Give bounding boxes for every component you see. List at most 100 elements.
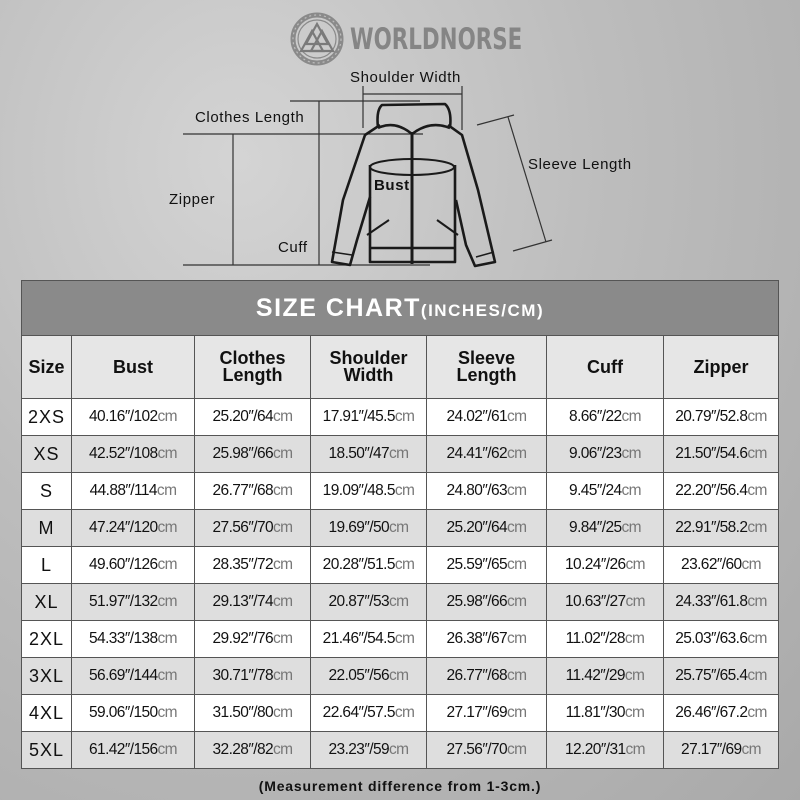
inch-value: 29.13 [212,593,249,610]
cm-value: 26 [609,556,626,573]
measurement-cell: 30.71″/78cm [194,657,311,695]
cm-unit: cm [272,408,293,425]
inch-value: 11.42 [565,667,601,684]
cm-unit: cm [272,704,293,721]
inch-mark: ″ [248,482,254,499]
inch-value: 25.20 [212,408,249,425]
cm-unit: cm [157,667,178,684]
separator: / [363,556,368,573]
inch-mark: ″ [125,482,131,499]
inch-value: 26.46 [675,704,711,721]
inch-mark: ″ [248,593,254,610]
inch-mark: ″ [710,704,716,721]
size-cell: XS [21,435,72,473]
cm-value: 23 [605,445,622,462]
inch-mark: ″ [124,556,130,573]
cm-unit: cm [624,704,645,721]
cm-unit: cm [157,704,178,721]
inch-mark: ″ [248,445,254,462]
cm-value: 45.5 [367,408,395,425]
inch-value: 54.33 [89,630,125,647]
inch-mark: ″ [600,704,606,721]
measurement-cell: 11.42″/29cm [546,657,664,695]
cm-value: 59 [372,741,390,758]
cm-value: 66 [490,593,508,610]
separator: / [721,556,726,573]
measurement-note: (Measurement difference from 1-3cm.) [258,778,542,794]
cm-unit: cm [157,741,178,758]
inch-value: 59.06 [89,704,125,721]
table-row: XS 42.52″/108cm 25.98″/66cm 18.50″/47cm 24.4… [21,435,780,473]
cm-unit: cm [506,704,527,721]
cm-unit: cm [272,519,293,536]
measurement-lines [183,86,553,266]
inch-mark: ″ [710,630,716,647]
separator: / [605,704,609,721]
cm-unit: cm [157,593,178,610]
separator: / [715,704,720,721]
inch-value: 11.81 [565,704,601,721]
column-header-zipper: Zipper [662,335,780,399]
measurement-cell: 26.46″/67.2cm [662,694,780,732]
inch-value: 26.77 [446,667,483,684]
cm-unit: cm [621,445,641,462]
cm-value: 82 [256,741,274,758]
cm-value: 65 [490,556,508,573]
cm-value: 69 [725,741,742,758]
cm-value: 62 [490,445,508,462]
inch-mark: ″ [596,519,602,536]
table-body: 2XS 40.16″/102cm 25.20″/64cm 17.91″/45.5cm 2… [21,398,780,769]
separator: / [605,630,609,647]
separator: / [253,519,257,536]
cm-value: 48.5 [367,482,395,499]
inch-value: 10.24 [565,556,601,573]
inch-mark: ″ [358,704,364,721]
separator: / [253,556,257,573]
separator: / [369,741,373,758]
cm-unit: cm [621,408,641,425]
separator: / [487,741,491,758]
separator: / [715,519,720,536]
inch-value: 25.20 [446,519,483,536]
inch-value: 24.33 [675,593,711,610]
inch-value: 20.79 [675,408,711,425]
inch-mark: ″ [124,667,130,684]
column-header-bust: Bust [71,335,195,399]
inch-mark: ″ [358,556,364,573]
separator: / [605,667,609,684]
measurement-cell: 51.97″/132cm [71,583,195,621]
inch-mark: ″ [482,741,488,758]
measurement-cell: 32.28″/82cm [194,731,311,769]
measurement-cell: 24.80″/63cm [426,472,547,510]
inch-mark: ″ [716,741,722,758]
inch-value: 30.71 [212,667,249,684]
inch-value: 42.52 [89,445,125,462]
inch-value: 19.69 [328,519,365,536]
cm-unit: cm [394,482,415,499]
cm-value: 80 [256,704,274,721]
separator: / [605,593,610,610]
title-units: (INCHES/CM) [420,300,545,320]
inch-mark: ″ [248,630,254,647]
cm-unit: cm [625,593,645,610]
cm-value: 30 [608,704,626,721]
cm-unit: cm [157,630,178,647]
inch-value: 27.56 [212,519,249,536]
separator: / [129,445,134,462]
separator: / [605,556,610,573]
inch-mark: ″ [596,445,602,462]
cm-value: 150 [133,704,158,721]
inch-mark: ″ [482,519,488,536]
table-row: 2XL 54.33″/138cm 29.92″/76cm 21.46″/54.5cm 2… [21,620,780,658]
separator: / [253,445,257,462]
measurement-cell: 9.45″/24cm [546,472,664,510]
inch-value: 44.88 [89,482,126,499]
inch-mark: ″ [248,704,254,721]
separator: / [129,630,134,647]
inch-mark: ″ [482,482,488,499]
inch-mark: ″ [710,667,716,684]
cm-value: 54.5 [367,630,395,647]
separator: / [130,482,134,499]
inch-mark: ″ [248,741,254,758]
cm-unit: cm [747,482,767,499]
